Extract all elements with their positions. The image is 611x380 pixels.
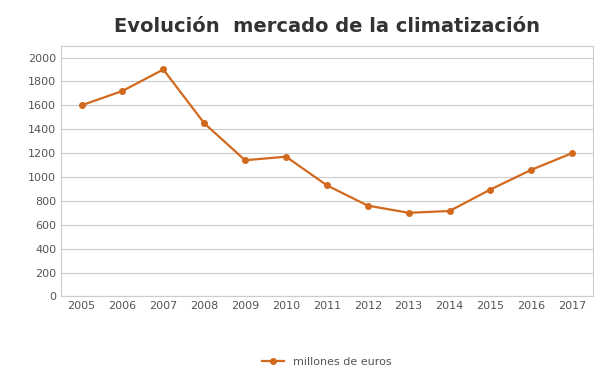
millones de euros (119, 89, 126, 93)
millones de euros (405, 211, 412, 215)
millones de euros (528, 168, 535, 172)
millones de euros (487, 187, 494, 192)
millones de euros (282, 154, 290, 159)
Legend: millones de euros: millones de euros (258, 352, 396, 371)
Line: millones de euros: millones de euros (79, 67, 575, 215)
Title: Evolución  mercado de la climatización: Evolución mercado de la climatización (114, 17, 540, 36)
millones de euros (78, 103, 85, 108)
millones de euros (569, 151, 576, 155)
millones de euros (159, 67, 167, 72)
millones de euros (241, 158, 249, 163)
millones de euros (200, 121, 208, 125)
millones de euros (446, 209, 453, 213)
millones de euros (323, 183, 331, 188)
millones de euros (364, 203, 371, 208)
